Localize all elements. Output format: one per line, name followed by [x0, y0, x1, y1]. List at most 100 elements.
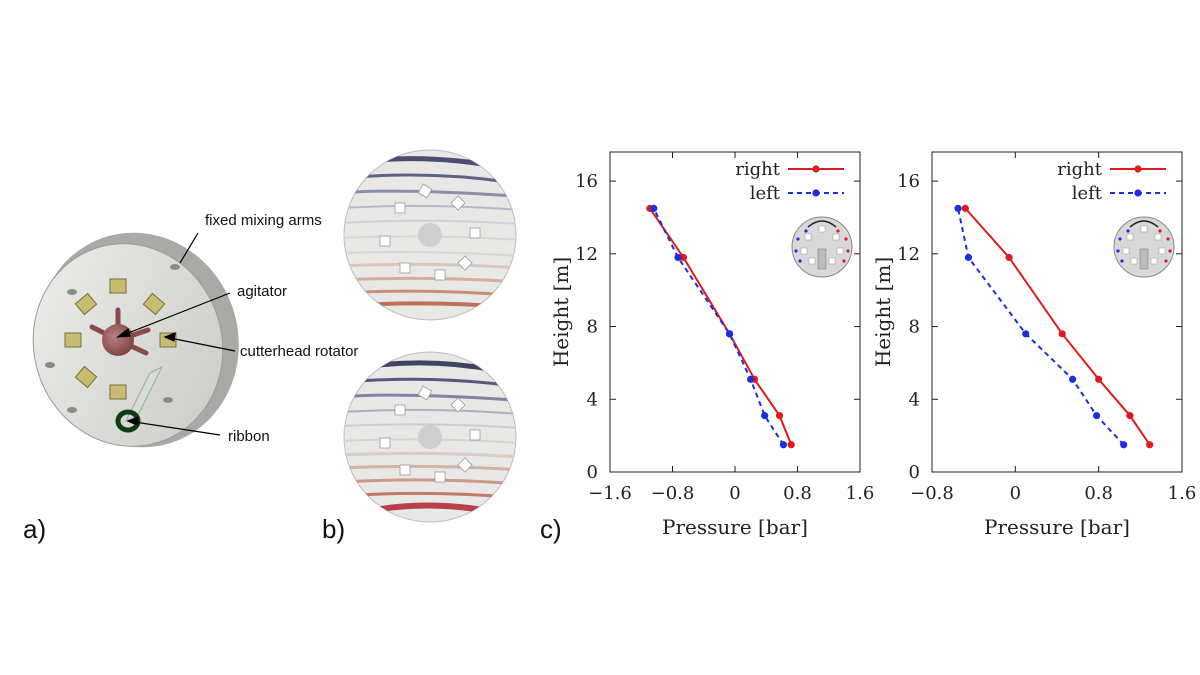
- inset-block: [1130, 257, 1138, 265]
- inset-block: [1140, 225, 1148, 233]
- inset-ribbon: [1139, 248, 1149, 270]
- mixer-model-render: [32, 232, 239, 448]
- data-point-left: [650, 204, 658, 212]
- inset-left-probe: [1120, 259, 1124, 263]
- inset-rotation-arrow: [1129, 220, 1159, 228]
- x-tick-label: −0.8: [910, 483, 954, 504]
- inset-block: [1126, 233, 1134, 241]
- pressure-chart-left: −1.6 −0.8 0 0.8 1.6 0 4 8 12 16 Pressure [bar] Heig…: [549, 151, 874, 539]
- series-line-left: [957, 208, 1125, 446]
- inset-left-probe: [1118, 237, 1122, 241]
- data-point-left: [1092, 412, 1101, 420]
- data-point-left: [761, 412, 769, 420]
- x-axis-label: Pressure [bar]: [662, 515, 808, 539]
- data-point-right: [1058, 330, 1066, 338]
- inset-left-probe: [1126, 229, 1130, 233]
- panel-label-a: a): [23, 514, 47, 544]
- annotation-cutterhead-rotator: cutterhead rotator: [240, 343, 359, 360]
- data-point-right: [1095, 375, 1103, 383]
- inset-block: [1150, 257, 1158, 265]
- series-line-left: [652, 207, 785, 446]
- inset-right-probe: [1166, 237, 1170, 241]
- inset-block: [1154, 233, 1162, 241]
- inset-left-probe: [804, 229, 808, 233]
- inset-schematic: [794, 220, 850, 270]
- inset-block: [804, 233, 812, 241]
- legend-label-left: left: [1072, 183, 1103, 204]
- legend-marker-right: [812, 165, 820, 173]
- annotation-fixed-mixing-arms: fixed mixing arms: [205, 212, 322, 229]
- inset-left-probe: [796, 237, 800, 241]
- annotation-ribbon: ribbon: [228, 428, 270, 445]
- data-point-right: [679, 253, 688, 262]
- inset-left-probe: [798, 259, 802, 263]
- x-tick-label: 0: [1010, 483, 1021, 504]
- agitator-hub: [102, 324, 134, 356]
- inset-block: [800, 247, 808, 255]
- data-point-left: [725, 330, 734, 338]
- legend-label-right: right: [1057, 159, 1102, 180]
- legend-marker-right: [1134, 165, 1142, 173]
- y-tick-label: 4: [909, 389, 920, 410]
- x-tick-label: −0.8: [651, 483, 695, 504]
- inset-block: [836, 247, 844, 255]
- inset-block: [1122, 247, 1130, 255]
- flow-simulation-bottom: [343, 351, 517, 523]
- data-point-right: [1126, 412, 1134, 420]
- y-tick-label: 12: [897, 244, 920, 265]
- data-point-right: [775, 412, 784, 420]
- x-tick-label: −1.6: [588, 483, 632, 504]
- y-tick-label: 4: [587, 389, 598, 410]
- data-point-left: [779, 441, 788, 449]
- series-line-right: [649, 207, 793, 446]
- y-axis-label: Height [m]: [871, 257, 895, 367]
- plot-frame: [931, 151, 1183, 473]
- x-tick-label: 0.8: [1084, 483, 1113, 504]
- data-point-right: [961, 204, 969, 212]
- inset-right-probe: [1158, 229, 1162, 233]
- x-tick-label: 0.8: [783, 483, 812, 504]
- inset-ribbon: [817, 248, 827, 270]
- x-axis-label: Pressure [bar]: [984, 515, 1130, 539]
- plot-frame: [609, 151, 861, 473]
- inset-block: [828, 257, 836, 265]
- y-tick-label: 0: [587, 462, 598, 483]
- legend-label-right: right: [735, 159, 780, 180]
- data-point-left: [1069, 375, 1077, 383]
- x-tick-label: 0: [729, 483, 740, 504]
- data-point-left: [1120, 441, 1128, 449]
- data-point-left: [747, 375, 755, 383]
- inset-right-probe: [846, 249, 850, 253]
- data-point-left: [954, 204, 962, 212]
- y-tick-label: 16: [897, 171, 920, 192]
- inset-block: [1158, 247, 1166, 255]
- data-point-right: [1005, 253, 1013, 262]
- inset-block: [808, 257, 816, 265]
- data-point-left: [674, 253, 682, 262]
- data-point-right: [1146, 441, 1154, 449]
- data-point-right: [787, 441, 795, 449]
- inset-left-probe: [1116, 249, 1120, 253]
- inset-schematic: [1116, 220, 1172, 270]
- y-axis-label: Height [m]: [549, 257, 573, 367]
- inset-right-probe: [836, 229, 840, 233]
- y-tick-label: 8: [587, 317, 598, 338]
- series-line-right: [964, 207, 1151, 446]
- inset-block: [832, 233, 840, 241]
- inset-left-probe: [794, 249, 798, 253]
- x-tick-label: 1.6: [846, 483, 875, 504]
- data-point-left: [1022, 330, 1030, 338]
- inset-right-probe: [1164, 259, 1168, 263]
- legend-label-left: left: [750, 183, 781, 204]
- annotation-agitator: agitator: [237, 283, 288, 300]
- panel-label-c: c): [540, 514, 562, 544]
- fixed-arm-pegs: [45, 264, 180, 413]
- inset-right-probe: [1168, 249, 1172, 253]
- inset-right-probe: [844, 237, 848, 241]
- flow-simulation-top: [343, 149, 517, 321]
- inset-right-probe: [842, 259, 846, 263]
- legend-marker-left: [1134, 189, 1142, 197]
- inset-block: [818, 225, 826, 233]
- y-tick-label: 8: [909, 317, 920, 338]
- y-tick-label: 12: [575, 244, 598, 265]
